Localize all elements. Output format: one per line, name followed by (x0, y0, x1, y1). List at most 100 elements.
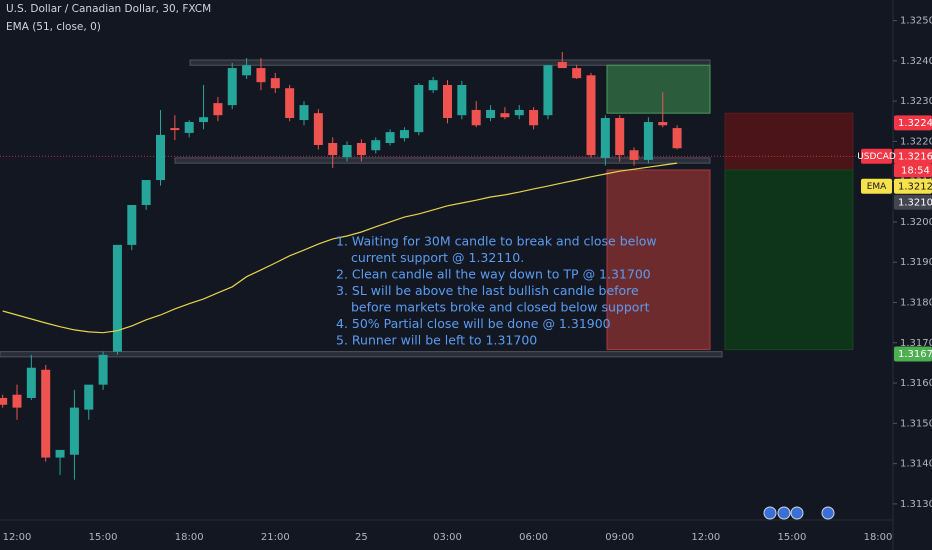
candle-body (629, 150, 639, 160)
ema-line (2, 162, 678, 334)
countdown: 18:54 (901, 165, 930, 176)
x-tick-label: 06:00 (519, 532, 548, 543)
price-tag (894, 194, 932, 210)
y-tick-label: 1.32000 (900, 217, 932, 228)
y-tick-label: 1.32500 (900, 16, 932, 27)
candle-body (543, 65, 553, 116)
x-tick-label: 15:00 (777, 532, 806, 543)
candle-body (184, 122, 194, 133)
candle-body (242, 65, 252, 76)
candle-body (98, 354, 108, 385)
candle-body (170, 128, 180, 131)
candle-body (0, 397, 8, 405)
y-tick-label: 1.31800 (900, 297, 932, 308)
annotation-line: 4. 50% Partial close will be done @ 1.31… (336, 316, 611, 331)
candle-body (342, 145, 352, 158)
candle-body (213, 103, 223, 116)
price-tag-label: 1.31672 (898, 349, 932, 360)
price-tag-name-box (861, 178, 892, 194)
candle-body (127, 205, 137, 245)
event-icon (821, 506, 835, 520)
event-icons (763, 506, 835, 520)
y-tick-label: 1.31900 (900, 257, 932, 268)
price-tag-name: EMA (867, 182, 887, 192)
candle-body (514, 109, 524, 116)
candle-body (443, 84, 452, 119)
candle-body (672, 128, 682, 149)
chart-title: U.S. Dollar / Canadian Dollar, 30, FXCM (6, 3, 211, 15)
x-tick-label: 15:00 (89, 532, 118, 543)
y-tick-label: 1.32300 (900, 96, 932, 107)
annotation-line: 3. SL will be above the last bullish can… (336, 283, 639, 298)
zone (174, 157, 711, 164)
candle-body (658, 122, 668, 126)
indicator-label: EMA (51, close, 0) (6, 21, 101, 33)
y-tick-label: 1.32400 (900, 56, 932, 67)
plot (0, 51, 893, 480)
event-icon (790, 506, 804, 520)
price-tag (894, 115, 932, 131)
candle-body (399, 130, 409, 139)
y-tick-label: 1.31400 (900, 459, 932, 470)
candle-body (199, 117, 209, 123)
annotation-line: before markets broke and closed below su… (351, 300, 650, 315)
x-tick-label: 25 (355, 532, 368, 543)
candle-body (557, 62, 567, 69)
x-tick-label: 18:00 (864, 532, 893, 543)
event-icon (763, 506, 777, 520)
price-tag-name: USDCAD (857, 152, 896, 162)
candle-body (55, 449, 65, 458)
y-tick-label: 1.31500 (900, 418, 932, 429)
candle-body (457, 84, 467, 116)
candle-body (615, 118, 625, 156)
candle-body (141, 180, 151, 206)
price-tag-name-box (861, 148, 892, 164)
price-tag (894, 346, 932, 362)
annotation-line: 1. Waiting for 30M candle to break and c… (336, 234, 657, 249)
candle-body (69, 407, 79, 455)
candle-body (586, 75, 596, 156)
candle-body (313, 113, 323, 146)
candle-body (572, 68, 582, 79)
candle-body (414, 84, 424, 133)
price-tag-label: 1.32163 (898, 151, 932, 162)
candle-body (112, 244, 122, 352)
y-tick-label: 1.32200 (900, 136, 932, 147)
candle-body (227, 68, 237, 106)
y-tick-label: 1.31700 (900, 338, 932, 349)
candle-body (371, 140, 381, 151)
candle-body (299, 105, 309, 121)
price-tag-label: 1.32246 (898, 118, 932, 129)
x-tick-label: 12:00 (691, 532, 720, 543)
x-tick-label: 21:00 (261, 532, 290, 543)
candle-body (385, 132, 395, 143)
zone (606, 169, 711, 351)
candle-body (26, 367, 36, 398)
price-tag-label: 1.32109 (898, 197, 932, 208)
x-tick-label: 09:00 (605, 532, 634, 543)
y-tick-label: 1.31300 (900, 499, 932, 510)
annotation-line: current support @ 1.32110. (351, 250, 524, 265)
candle-body (256, 68, 266, 83)
zone (0, 351, 723, 358)
candle-body (84, 384, 94, 410)
candle-body (486, 109, 496, 119)
candle-body (471, 109, 481, 126)
candle-body (500, 113, 510, 118)
x-tick-label: 12:00 (3, 532, 32, 543)
candle-body (600, 118, 610, 158)
candle-body (156, 134, 165, 181)
zone (189, 59, 711, 66)
zone (724, 169, 854, 351)
y-tick-label: 1.31600 (900, 378, 932, 389)
candle-body (270, 78, 280, 89)
candle-body (285, 88, 295, 119)
candle-body (428, 80, 438, 91)
candle-body (643, 122, 653, 160)
zone (724, 112, 854, 171)
annotation-line: 2. Clean candle all the way down to TP @… (336, 267, 651, 282)
candle-body (529, 109, 539, 126)
zone (606, 64, 711, 114)
x-tick-label: 03:00 (433, 532, 462, 543)
